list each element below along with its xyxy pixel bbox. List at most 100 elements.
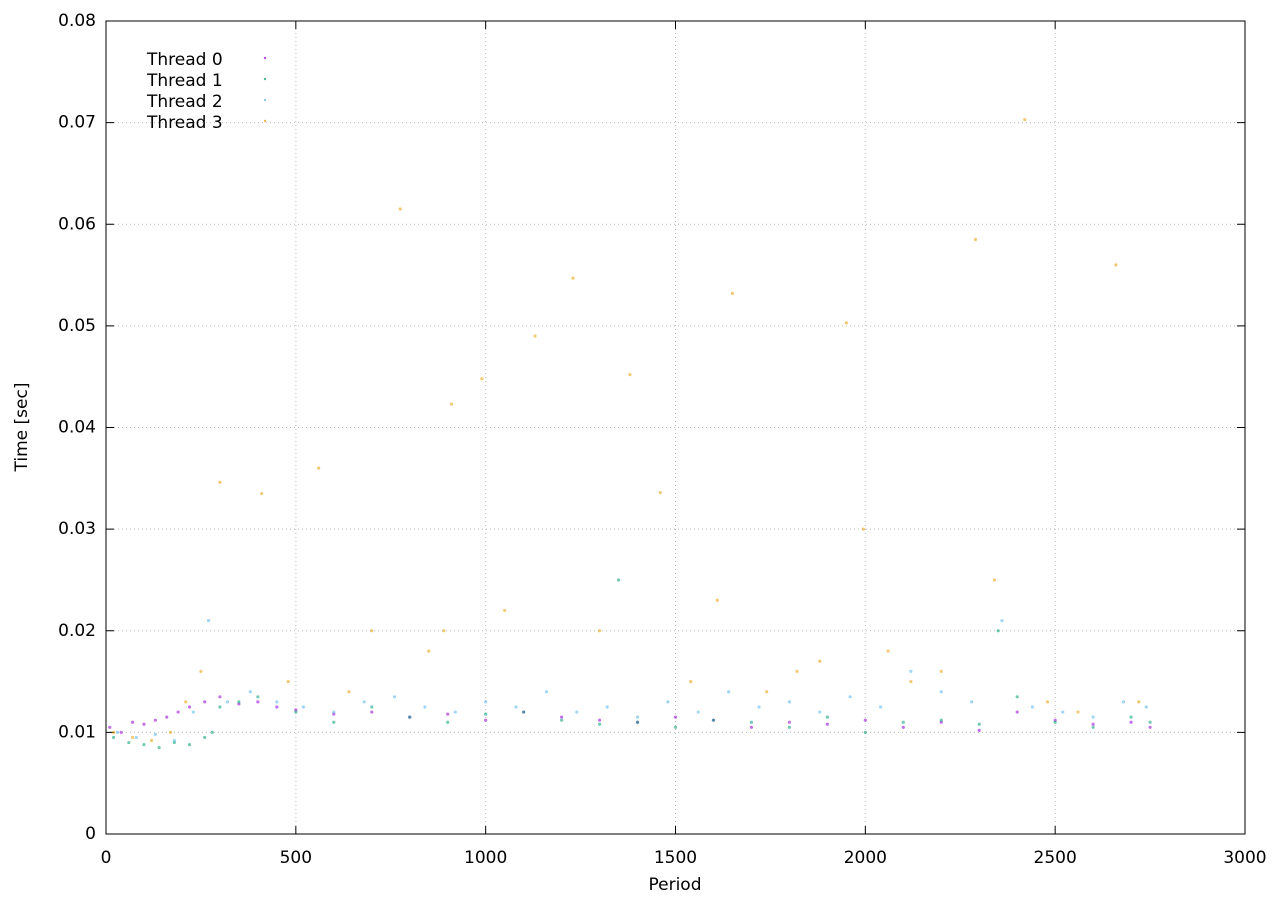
point (711, 718, 716, 722)
point (172, 738, 176, 743)
legend-marker (263, 98, 267, 102)
point (153, 718, 157, 722)
point (996, 629, 1000, 633)
point (597, 718, 602, 722)
point (658, 490, 662, 495)
x-tick-label: 1000 (464, 848, 507, 868)
point (449, 402, 454, 406)
point (1114, 263, 1118, 267)
y-axis-label: Time [sec] (12, 383, 32, 473)
point (765, 690, 769, 694)
legend-label: Thread 0 (146, 50, 223, 70)
point (575, 710, 579, 714)
point (130, 735, 135, 740)
point (237, 700, 241, 704)
point (484, 718, 488, 722)
point (286, 679, 290, 684)
point (187, 705, 192, 709)
point (1091, 715, 1095, 719)
y-tick-label: 0.01 (58, 722, 96, 742)
y-tick-label: 0.02 (58, 621, 96, 641)
point (514, 705, 518, 709)
point (1030, 705, 1034, 709)
point (844, 321, 848, 325)
point (119, 730, 123, 734)
point (1137, 700, 1141, 704)
point (757, 705, 761, 709)
point (673, 725, 678, 729)
point (571, 276, 575, 280)
point (909, 669, 913, 674)
point (115, 730, 119, 734)
point (727, 690, 731, 694)
point (1091, 725, 1095, 729)
point (184, 700, 188, 704)
point (191, 710, 195, 714)
y-tick-label: 0.05 (58, 316, 96, 336)
x-tick-label: 2000 (844, 848, 887, 868)
legend-label: Thread 1 (146, 71, 223, 91)
point (142, 742, 146, 747)
point (108, 725, 112, 729)
point (398, 207, 402, 211)
point (863, 730, 867, 734)
point (362, 700, 366, 704)
y-tick-label: 0.04 (58, 418, 96, 438)
point (442, 629, 446, 633)
point (130, 720, 135, 724)
x-axis-label: Period (648, 875, 701, 895)
point (901, 725, 905, 729)
y-tick-label: 0 (85, 824, 96, 844)
point (370, 705, 374, 709)
point (560, 718, 564, 722)
point (977, 722, 981, 726)
point (696, 710, 700, 714)
point (1015, 710, 1019, 714)
point (203, 735, 207, 740)
point (1148, 725, 1152, 729)
point (1045, 700, 1050, 704)
point (218, 695, 222, 699)
point (206, 618, 211, 623)
point (1000, 618, 1004, 623)
point (533, 334, 537, 338)
plot-frame (105, 20, 1246, 835)
point (392, 695, 397, 699)
point (635, 720, 640, 724)
point (301, 705, 306, 709)
point (187, 742, 192, 747)
point (787, 725, 792, 729)
x-tick-label: 2500 (1034, 848, 1077, 868)
point (503, 608, 507, 613)
point (825, 722, 829, 726)
point (560, 715, 564, 719)
point (423, 705, 427, 709)
point (861, 527, 866, 531)
point (715, 598, 719, 602)
point (142, 722, 146, 726)
point (1076, 710, 1080, 714)
point (886, 649, 890, 653)
point (1144, 705, 1148, 709)
point (795, 669, 799, 674)
point (427, 649, 431, 653)
point (973, 237, 978, 242)
point (749, 720, 754, 724)
y-tick-label: 0.03 (58, 519, 96, 539)
point (730, 291, 735, 295)
point (544, 690, 549, 694)
point (1129, 715, 1133, 719)
point (1061, 710, 1065, 714)
point (446, 712, 450, 716)
point (939, 718, 943, 722)
point (939, 669, 943, 674)
point (317, 466, 321, 470)
point (689, 679, 693, 684)
point (370, 629, 374, 633)
point (480, 377, 484, 381)
point (1023, 117, 1027, 122)
point (673, 715, 678, 719)
point (165, 715, 169, 719)
point (901, 720, 905, 724)
point (635, 715, 640, 719)
